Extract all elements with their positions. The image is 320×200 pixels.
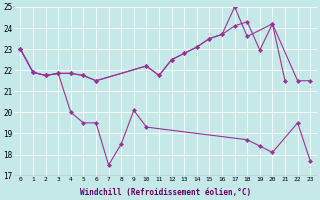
X-axis label: Windchill (Refroidissement éolien,°C): Windchill (Refroidissement éolien,°C) — [80, 188, 251, 197]
